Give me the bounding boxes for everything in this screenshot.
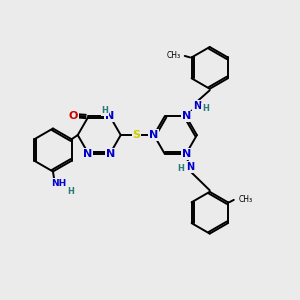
Text: S: S — [133, 130, 141, 140]
Text: N: N — [106, 149, 115, 159]
Text: CH₃: CH₃ — [166, 51, 180, 60]
Text: N: N — [105, 111, 115, 121]
Text: N: N — [193, 101, 201, 111]
Text: H: H — [67, 187, 74, 196]
Text: N: N — [149, 130, 158, 140]
Text: CH₃: CH₃ — [238, 195, 252, 204]
Text: N: N — [182, 149, 191, 159]
Text: N: N — [83, 149, 92, 159]
Text: N: N — [182, 111, 191, 122]
Text: H: H — [101, 106, 108, 115]
Text: H: H — [177, 164, 184, 173]
Text: O: O — [69, 111, 78, 121]
Text: NH: NH — [51, 179, 67, 188]
Text: N: N — [187, 162, 195, 172]
Text: H: H — [202, 104, 209, 113]
